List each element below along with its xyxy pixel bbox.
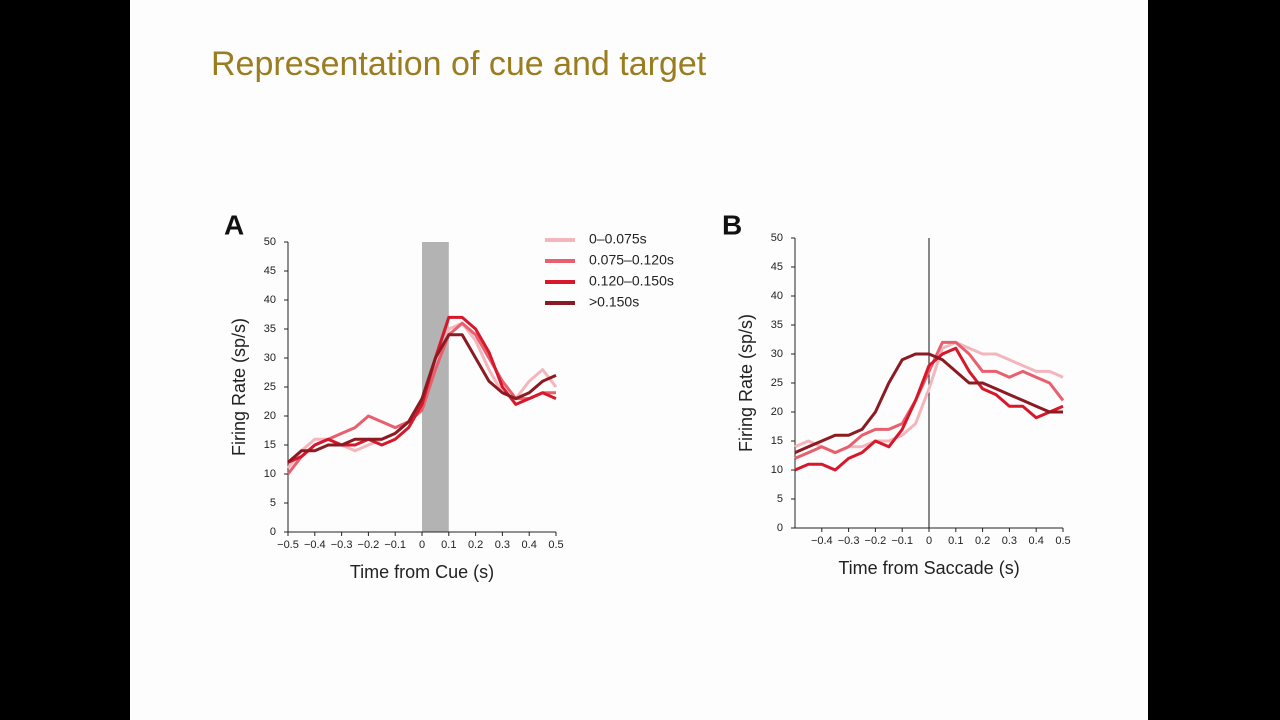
x-tick-label: 0.3	[1002, 535, 1017, 547]
x-tick-label: −0.3	[838, 535, 860, 547]
y-tick-label: 30	[264, 352, 276, 364]
y-tick-label: 35	[771, 319, 783, 331]
x-tick-label: 0.1	[948, 535, 963, 547]
x-tick-label: 0	[419, 539, 425, 551]
x-tick-label: −0.4	[811, 535, 833, 547]
y-tick-label: 50	[771, 232, 783, 244]
x-axis-title: Time from Cue (s)	[350, 562, 494, 582]
y-tick-label: 40	[264, 294, 276, 306]
series-line	[794, 340, 1065, 460]
x-tick-label: 0.2	[975, 535, 990, 547]
legend-label: 0–0.075s	[589, 231, 647, 247]
y-tick-label: 50	[264, 236, 276, 248]
y-tick-label: 15	[771, 435, 783, 447]
legend-label: 0.075–0.120s	[589, 252, 674, 268]
x-tick-label: 0.1	[441, 539, 456, 551]
x-tick-label: −0.3	[331, 539, 353, 551]
slide-title: Representation of cue and target	[211, 45, 707, 83]
y-tick-label: 5	[270, 497, 276, 509]
x-axis-title: Time from Saccade (s)	[838, 558, 1019, 578]
x-tick-label: 0.5	[548, 539, 563, 551]
panel-label: A	[224, 209, 244, 240]
series-line	[794, 352, 1063, 454]
x-tick-label: 0.4	[522, 539, 537, 551]
legend-label: 0.120–0.150s	[589, 273, 674, 289]
y-axis-title: Firing Rate (sp/s)	[736, 314, 756, 452]
y-tick-label: 5	[777, 493, 783, 505]
panel-label: B	[722, 209, 742, 240]
y-tick-label: 10	[771, 464, 783, 476]
x-tick-label: 0.2	[468, 539, 483, 551]
y-tick-label: 25	[771, 377, 783, 389]
x-tick-label: −0.1	[384, 539, 406, 551]
x-tick-label: 0.5	[1055, 535, 1070, 547]
y-tick-label: 15	[264, 439, 276, 451]
y-tick-label: 25	[264, 381, 276, 393]
x-tick-label: 0	[926, 535, 932, 547]
y-tick-label: 45	[264, 265, 276, 277]
y-tick-label: 10	[264, 468, 276, 480]
series-line	[286, 321, 556, 475]
y-tick-label: 0	[777, 522, 783, 534]
y-tick-label: 20	[264, 410, 276, 422]
x-tick-label: 0.3	[495, 539, 510, 551]
x-tick-label: −0.2	[865, 535, 887, 547]
x-tick-label: 0.4	[1029, 535, 1044, 547]
x-tick-label: −0.5	[277, 539, 299, 551]
series-line	[794, 346, 1064, 472]
slide-background	[130, 0, 1148, 720]
y-tick-label: 30	[771, 348, 783, 360]
y-tick-label: 40	[771, 290, 783, 302]
x-tick-label: −0.2	[358, 539, 380, 551]
y-tick-label: 45	[771, 261, 783, 273]
y-tick-label: 35	[264, 323, 276, 335]
x-tick-label: −0.4	[304, 539, 326, 551]
y-tick-label: 0	[270, 526, 276, 538]
legend-label: >0.150s	[589, 294, 639, 310]
x-tick-label: −0.1	[891, 535, 913, 547]
series-line	[287, 315, 557, 464]
y-tick-label: 20	[771, 406, 783, 418]
series-line	[287, 333, 557, 464]
y-axis-title: Firing Rate (sp/s)	[229, 318, 249, 456]
